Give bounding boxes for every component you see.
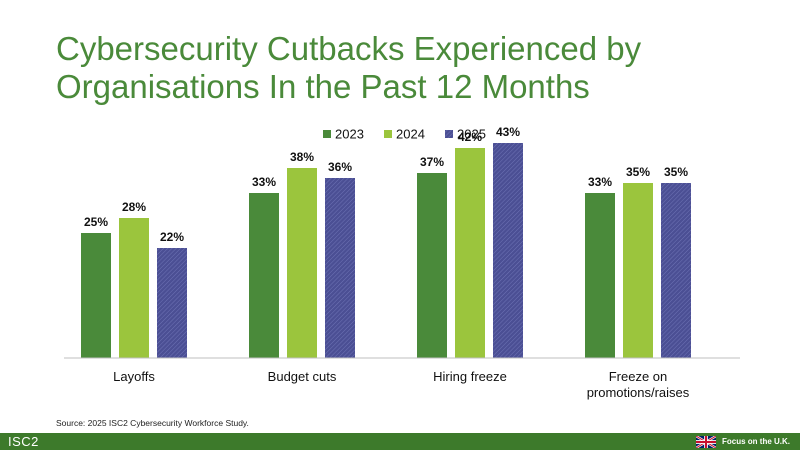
category-label: Freeze on promotions/raises [587,369,690,400]
focus-badge: Focus on the U.K. [696,434,790,449]
category-label: Hiring freeze [433,369,507,384]
source-note: Source: 2025 ISC2 Cybersecurity Workforc… [56,418,249,428]
bar-2025-0 [157,248,187,358]
chart-title: Cybersecurity Cutbacks Experienced by Or… [56,30,642,105]
legend-label-2023: 2023 [335,127,364,142]
data-label: 42% [458,130,482,144]
legend-label-2024: 2024 [396,127,425,142]
data-label: 38% [290,150,314,164]
focus-label: Focus on the U.K. [722,437,790,446]
data-label: 22% [160,230,184,244]
category-label: Budget cuts [268,369,337,384]
category-label: Layoffs [113,369,155,384]
uk-flag-icon [696,435,716,448]
data-label: 35% [664,165,688,179]
bar-2025-3 [661,183,691,358]
legend-swatch-2023 [323,130,331,138]
legend: 2023 2024 2025 [323,127,486,142]
bar-2025-1 [325,178,355,358]
data-label: 33% [252,175,276,189]
bar-2024-2 [455,148,485,358]
category-labels: Layoffs Budget cuts Hiring freeze Freeze on… [113,369,690,400]
bar-2025-2 [493,143,523,358]
bar-2023-0 [81,233,111,358]
bar-2023-3 [585,193,615,358]
bars-group: 25% 28% 22% 33% 38% 36% 37% 42% 43% 33% 35% 35% [81,125,691,358]
isc2-logo: ISC2 [8,434,39,449]
bar-2024-1 [287,168,317,358]
data-label: 37% [420,155,444,169]
data-label: 25% [84,215,108,229]
data-label: 43% [496,125,520,139]
bar-chart: 2023 2024 2025 25% 28% 22% 33% 38% 36% 37% 42% 43%… [64,125,740,400]
legend-swatch-2024 [384,130,392,138]
data-label: 35% [626,165,650,179]
data-label: 33% [588,175,612,189]
bar-2024-0 [119,218,149,358]
data-label: 28% [122,200,146,214]
data-label: 36% [328,160,352,174]
legend-label-2025: 2025 [457,127,486,142]
bar-2024-3 [623,183,653,358]
legend-swatch-2025 [445,130,453,138]
bar-2023-2 [417,173,447,358]
footer-bar: ISC2 Focus on the U.K. [0,433,800,450]
bar-2023-1 [249,193,279,358]
